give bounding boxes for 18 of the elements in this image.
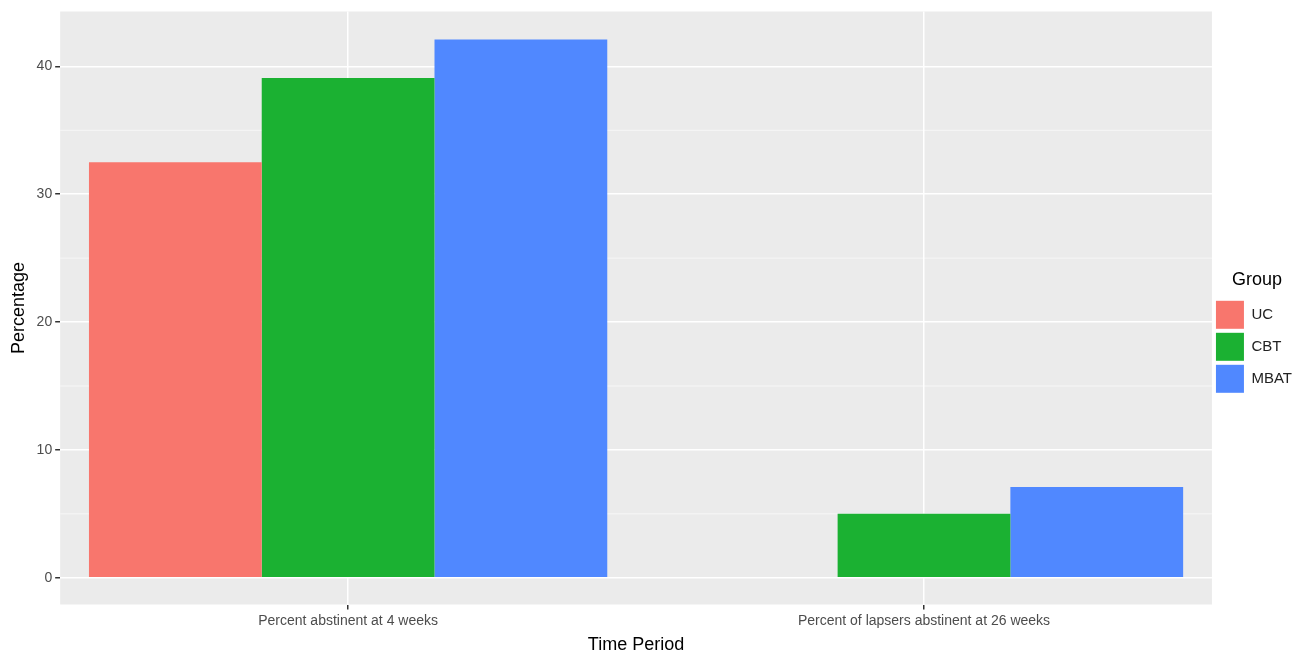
- y-axis-title: Percentage: [7, 261, 28, 355]
- x-tick-label: Percent abstinent at 4 weeks: [258, 611, 439, 628]
- bar: [261, 77, 435, 577]
- bar: [1010, 486, 1184, 577]
- bar: [88, 162, 262, 577]
- bar: [434, 39, 608, 577]
- legend-label: MBAT: [1251, 368, 1293, 386]
- y-tick-label: 20: [36, 312, 53, 329]
- legend-label: UC: [1251, 304, 1274, 322]
- bar: [837, 513, 1011, 577]
- x-tick-label: Percent of lapsers abstinent at 26 weeks: [797, 611, 1051, 628]
- y-tick-label: 0: [44, 568, 53, 585]
- y-tick-label: 10: [36, 440, 53, 457]
- y-tick-label: 40: [36, 57, 53, 74]
- x-axis-title: Time Period: [587, 634, 685, 655]
- y-tick-label: 30: [36, 185, 53, 202]
- legend-label: CBT: [1251, 336, 1282, 354]
- legend-title: Group: [1231, 269, 1282, 290]
